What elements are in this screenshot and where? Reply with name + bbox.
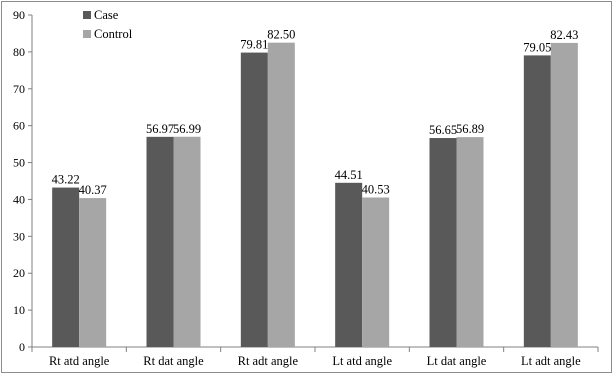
bar-control: [267, 42, 295, 348]
y-tick-label: 40: [13, 192, 25, 206]
legend-swatch-control: [83, 30, 91, 38]
legend-label-case: Case: [94, 8, 119, 22]
y-tick-label: 60: [13, 119, 25, 133]
bar-control: [456, 137, 484, 347]
data-label: 56.65: [429, 123, 457, 137]
x-tick-label: Lt adt angle: [521, 354, 581, 368]
y-tick-label: 80: [13, 45, 25, 59]
bar-control: [79, 198, 107, 347]
y-tick-label: 30: [13, 229, 25, 243]
y-tick-label: 20: [13, 266, 25, 280]
bar-case: [146, 136, 174, 347]
legend-swatch-case: [83, 11, 91, 19]
data-label: 40.37: [79, 183, 107, 197]
bar-case: [335, 182, 363, 347]
y-tick-label: 50: [13, 156, 25, 170]
bar-case: [240, 52, 268, 347]
bar-control: [362, 197, 390, 347]
axes: 0 10 20 30 40 50 60 70 80 90 Rt atd angle Rt dat an…: [13, 8, 599, 368]
y-tick-label: 10: [13, 303, 25, 317]
data-label: 43.22: [52, 173, 80, 187]
data-label: 82.43: [550, 28, 578, 42]
y-tick-label: 90: [13, 8, 25, 22]
legend-label-control: Control: [94, 27, 133, 41]
x-tick-label: Lt dat angle: [427, 354, 487, 368]
x-tick-label: Lt atd angle: [332, 354, 392, 368]
data-label: 40.53: [362, 182, 390, 196]
data-label: 56.89: [456, 122, 484, 136]
bar-case: [429, 138, 457, 347]
x-tick-label: Rt dat angle: [143, 354, 204, 368]
y-tick-label: 0: [19, 340, 25, 354]
x-tick-label: Rt atd angle: [49, 354, 110, 368]
data-label: 56.97: [146, 122, 174, 136]
data-label: 44.51: [335, 168, 363, 182]
bar-case: [52, 187, 80, 347]
y-tick-label: 70: [13, 82, 25, 96]
bar-control: [550, 42, 578, 347]
x-tick-label: Rt adt angle: [238, 354, 299, 368]
data-label: 82.50: [267, 28, 295, 42]
data-label: 79.05: [523, 40, 551, 54]
bar-case: [523, 55, 551, 347]
data-label: 56.99: [173, 122, 201, 136]
bar-control: [173, 136, 201, 347]
legend: Case Control: [83, 8, 133, 41]
bars: [52, 42, 578, 348]
data-label: 79.81: [240, 38, 268, 52]
